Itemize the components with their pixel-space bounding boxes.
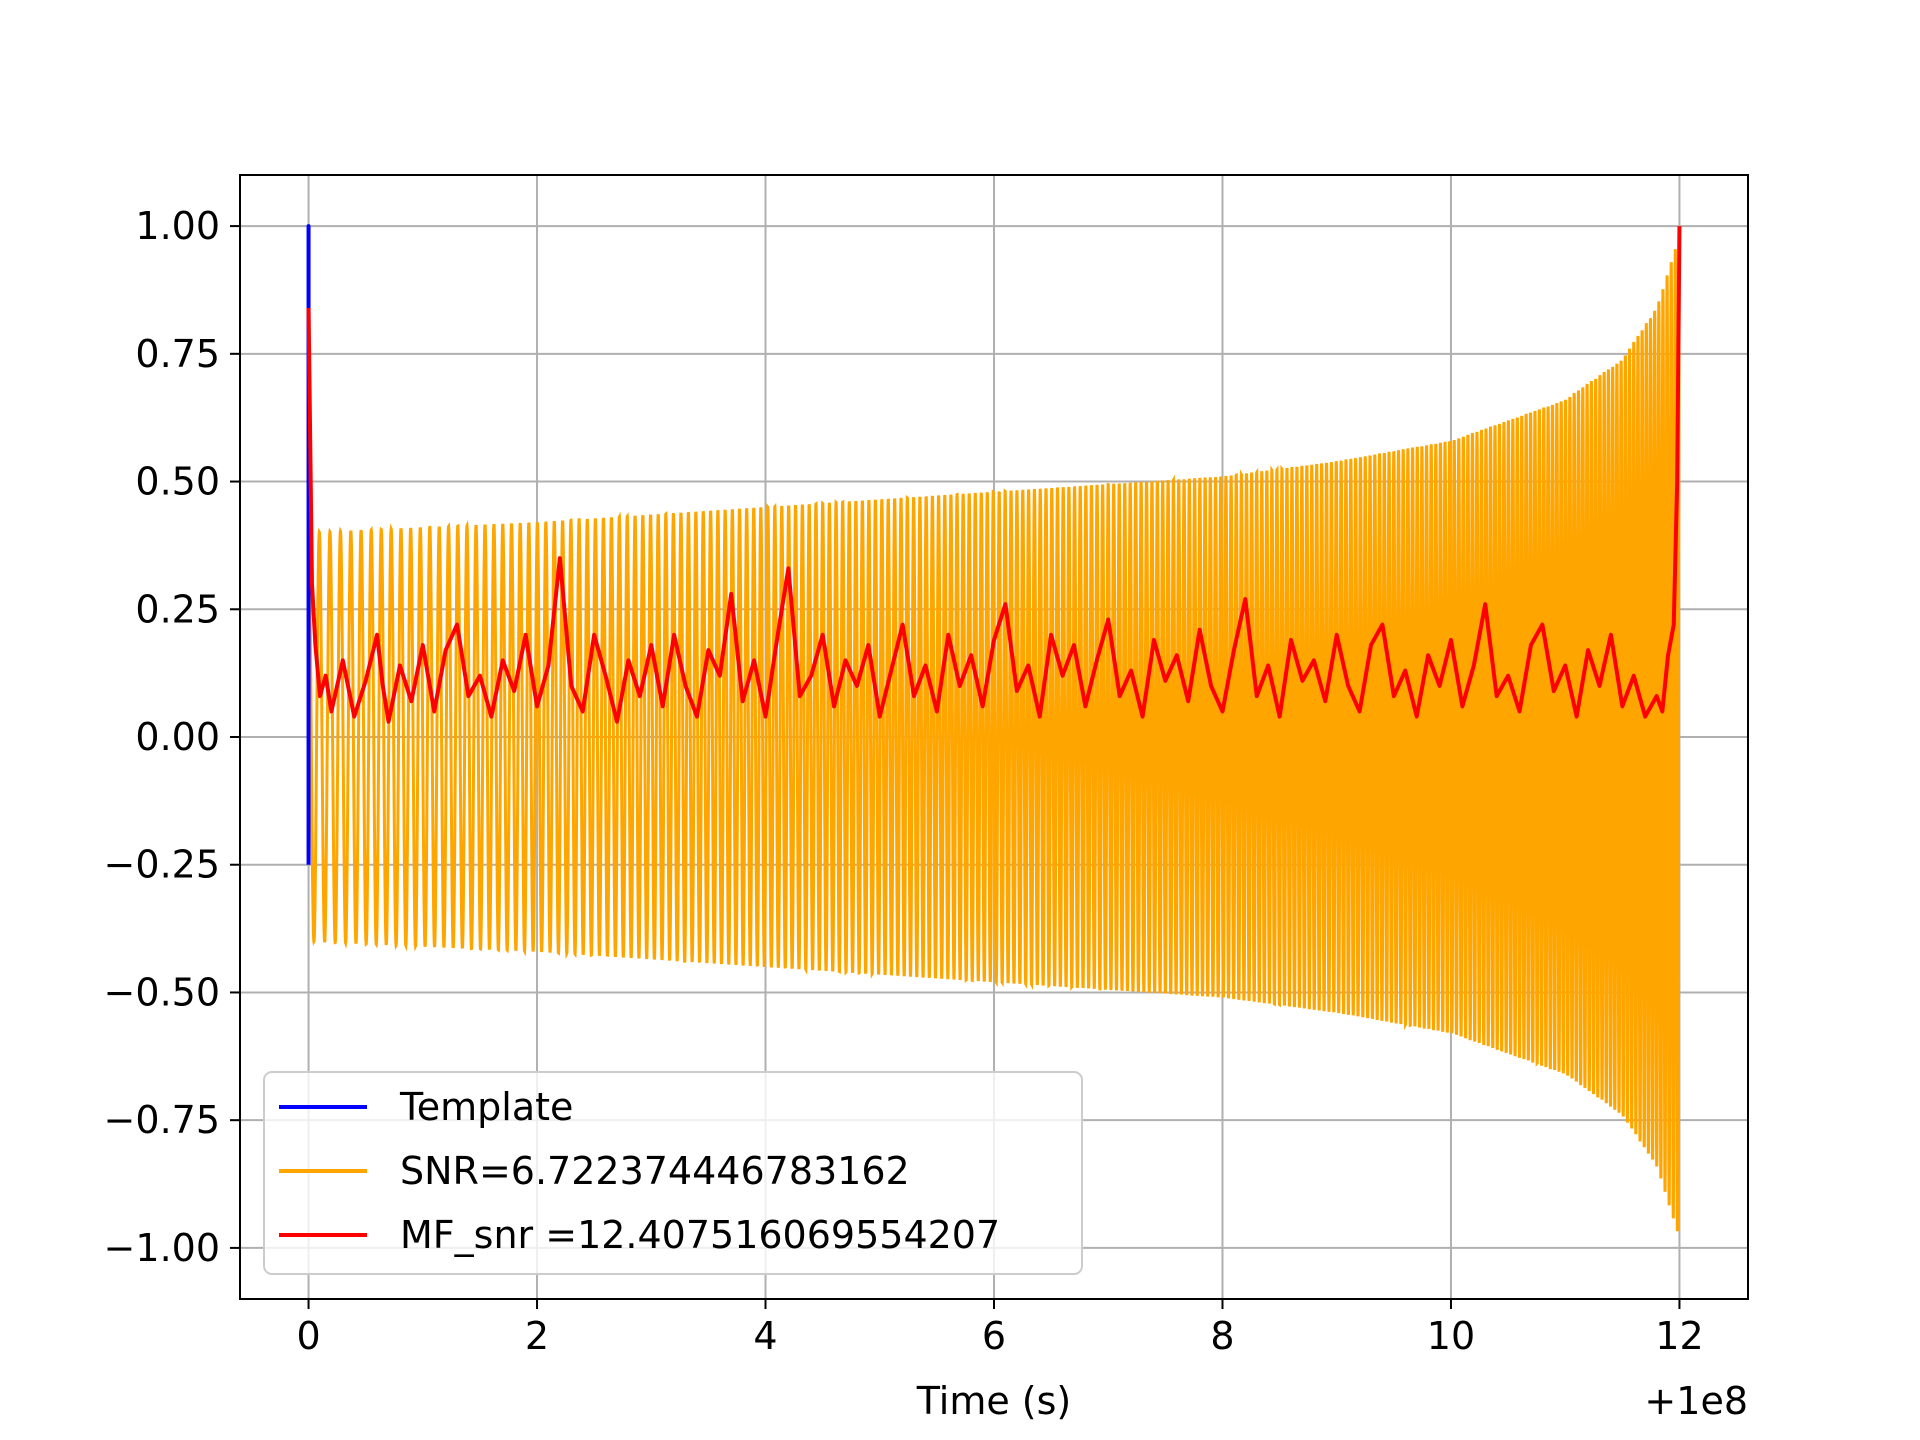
axis-ticks: 0 2 4 6 8 10 12 1.00 0.75 0.50 0.25 0.00 −0.25 −0.50 −…	[104, 204, 1704, 1358]
x-tick-label: 12	[1655, 1314, 1703, 1358]
x-tick-label: 8	[1210, 1314, 1234, 1358]
y-tick-label: −0.50	[104, 970, 220, 1014]
y-tick-label: 0.25	[135, 587, 220, 631]
x-tick-label: 0	[296, 1314, 320, 1358]
x-tick-label: 10	[1427, 1314, 1475, 1358]
y-tick-label: −0.25	[104, 843, 220, 887]
y-tick-label: 0.50	[135, 460, 220, 504]
legend-box	[263, 1071, 1083, 1275]
x-tick-label: 4	[753, 1314, 777, 1358]
legend: Template SNR=6.722374446783162 MF_snr =12.…	[263, 1071, 1083, 1275]
legend-entry-template-label: Template	[399, 1085, 573, 1129]
series-snr-line	[307, 236, 1681, 1232]
y-tick-label: −1.00	[104, 1226, 220, 1270]
legend-entry-mf-snr-label: MF_snr =12.407516069554207	[400, 1213, 1000, 1257]
legend-entry-snr-label: SNR=6.722374446783162	[400, 1149, 910, 1193]
x-tick-label: 2	[525, 1314, 549, 1358]
x-offset-label: +1e8	[1644, 1379, 1748, 1423]
x-axis-label: Time (s)	[916, 1379, 1072, 1423]
series-layer	[306, 224, 1682, 1232]
y-tick-label: 1.00	[135, 204, 220, 248]
y-tick-label: −0.75	[104, 1098, 220, 1142]
y-tick-label: 0.75	[135, 332, 220, 376]
series-mf-snr-line	[306, 226, 1682, 724]
x-tick-label: 6	[982, 1314, 1006, 1358]
y-tick-label: 0.00	[135, 715, 220, 759]
